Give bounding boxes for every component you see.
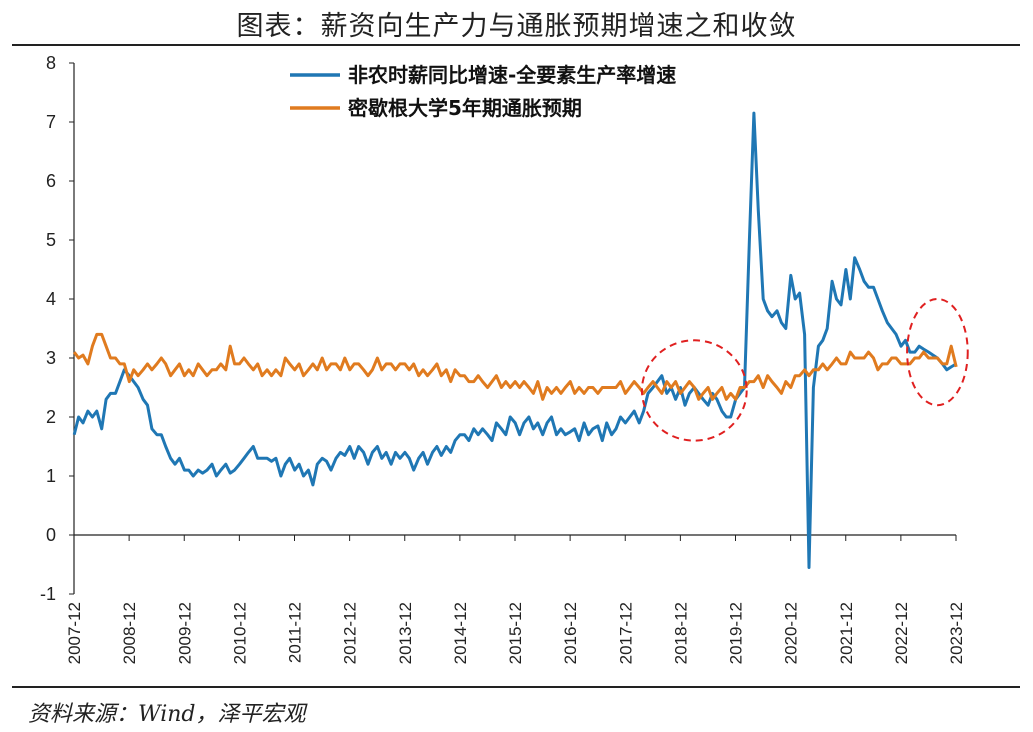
x-tick-label: 2008-12 bbox=[120, 602, 139, 664]
bottom-rule bbox=[12, 686, 1020, 688]
x-tick-label: 2012-12 bbox=[341, 602, 360, 664]
y-tick-label: 7 bbox=[46, 112, 56, 132]
x-tick-label: 2013-12 bbox=[396, 602, 415, 664]
x-tick-label: 2020-12 bbox=[782, 602, 801, 664]
x-tick-label: 2011-12 bbox=[286, 602, 305, 663]
highlight-ellipse-2 bbox=[906, 298, 969, 407]
legend-label-2: 密歇根大学5年期通胀预期 bbox=[348, 96, 582, 120]
x-tick-label: 2018-12 bbox=[671, 602, 690, 664]
annotations bbox=[640, 298, 969, 442]
y-tick-label: -1 bbox=[40, 584, 56, 604]
series-line-1 bbox=[72, 111, 957, 569]
series-lines bbox=[72, 111, 958, 569]
y-tick-label: 3 bbox=[46, 348, 56, 368]
highlight-ellipse-1 bbox=[640, 339, 748, 442]
y-tick-label: 8 bbox=[46, 53, 56, 73]
x-tick-label: 2019-12 bbox=[727, 602, 746, 664]
x-tick-label: 2010-12 bbox=[230, 602, 249, 664]
series-line-2 bbox=[72, 332, 958, 401]
x-tick-label: 2007-12 bbox=[65, 602, 84, 664]
y-tick-label: 5 bbox=[46, 230, 56, 250]
x-tick-label: 2016-12 bbox=[561, 602, 580, 664]
y-tick-label: 2 bbox=[46, 407, 56, 427]
x-tick-label: 2022-12 bbox=[892, 602, 911, 664]
y-tick-label: 6 bbox=[46, 171, 56, 191]
x-tick-label: 2017-12 bbox=[616, 602, 635, 664]
x-tick-label: 2015-12 bbox=[506, 602, 525, 664]
top-rule bbox=[12, 44, 1020, 46]
x-tick-label: 2014-12 bbox=[451, 602, 470, 664]
x-tick-label: 2021-12 bbox=[837, 602, 856, 664]
x-tick-label: 2009-12 bbox=[175, 602, 194, 664]
chart-title: 图表：薪资向生产力与通胀预期增速之和收敛 bbox=[236, 11, 797, 42]
x-tick-label: 2023-12 bbox=[947, 602, 966, 664]
line-chart: -1 0 1 2 3 4 5 6 7 8 2007-12 2008-12 2009-12 2010-12 2… bbox=[40, 53, 969, 664]
axes: -1 0 1 2 3 4 5 6 7 8 2007-12 2008-12 2009-12 2010-12 2… bbox=[40, 53, 966, 664]
y-tick-label: 0 bbox=[46, 525, 56, 545]
y-tick-label: 1 bbox=[46, 466, 56, 486]
legend-label-1: 非农时薪同比增速-全要素生产率增速 bbox=[348, 63, 676, 87]
y-tick-label: 4 bbox=[46, 289, 56, 309]
source-note: 资料来源：Wind，泽平宏观 bbox=[28, 702, 306, 727]
